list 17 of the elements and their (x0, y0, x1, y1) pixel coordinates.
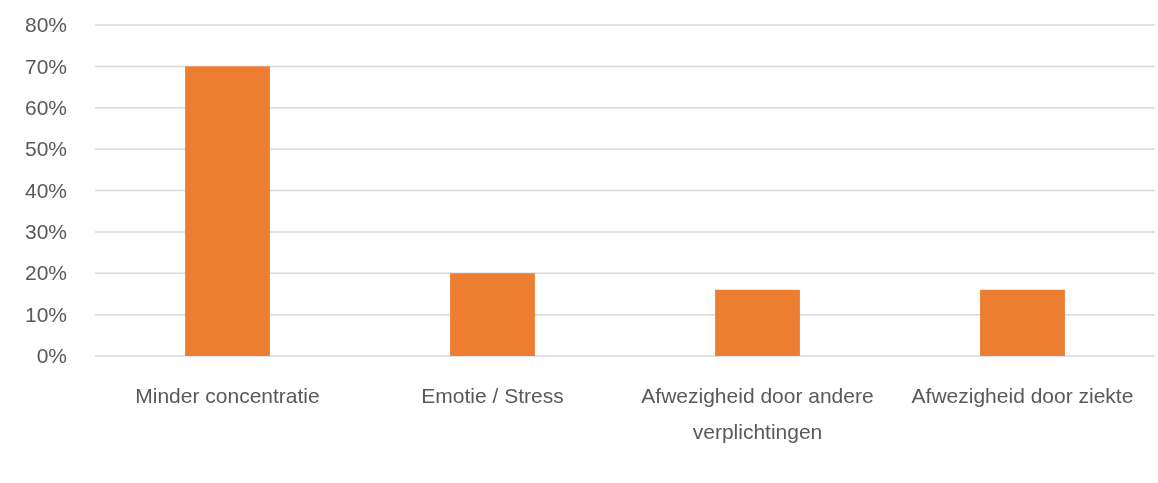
y-tick-label: 70% (24, 54, 67, 78)
x-tick-label: Afwezigheid door andere verplichtingen (641, 384, 874, 443)
y-tick-label: 0% (36, 344, 67, 368)
x-tick-label: Minder concentratie (135, 384, 320, 407)
y-tick-label: 20% (24, 261, 67, 285)
y-tick-label: 60% (24, 95, 67, 119)
bar (185, 66, 270, 356)
x-tick-label: Emotie / Stress (421, 384, 564, 407)
y-tick-label: 80% (24, 13, 67, 37)
bar (450, 273, 535, 356)
y-tick-label: 40% (24, 178, 67, 202)
bar (715, 289, 800, 356)
bar (980, 289, 1065, 356)
y-tick-label: 30% (24, 220, 67, 244)
y-tick-label: 50% (24, 137, 67, 161)
x-tick-label: Afwezigheid door ziekte (911, 384, 1134, 407)
y-tick-label: 10% (24, 302, 67, 326)
